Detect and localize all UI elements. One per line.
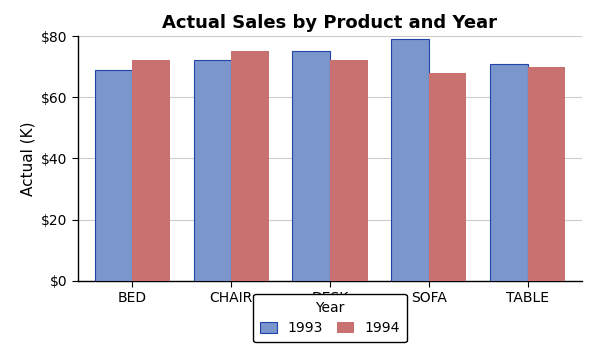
Bar (490, 63, 527, 281)
Legend: 1993, 1994: 1993, 1994 (253, 293, 407, 342)
Bar (292, 51, 330, 281)
Bar (133, 60, 170, 281)
Bar (231, 51, 269, 281)
Bar (194, 60, 231, 281)
Bar (527, 67, 565, 281)
Bar (429, 73, 466, 281)
Y-axis label: Actual (K): Actual (K) (20, 121, 35, 195)
Bar (391, 39, 429, 281)
Bar (330, 60, 368, 281)
Title: Actual Sales by Product and Year: Actual Sales by Product and Year (163, 14, 497, 32)
Bar (95, 69, 133, 281)
